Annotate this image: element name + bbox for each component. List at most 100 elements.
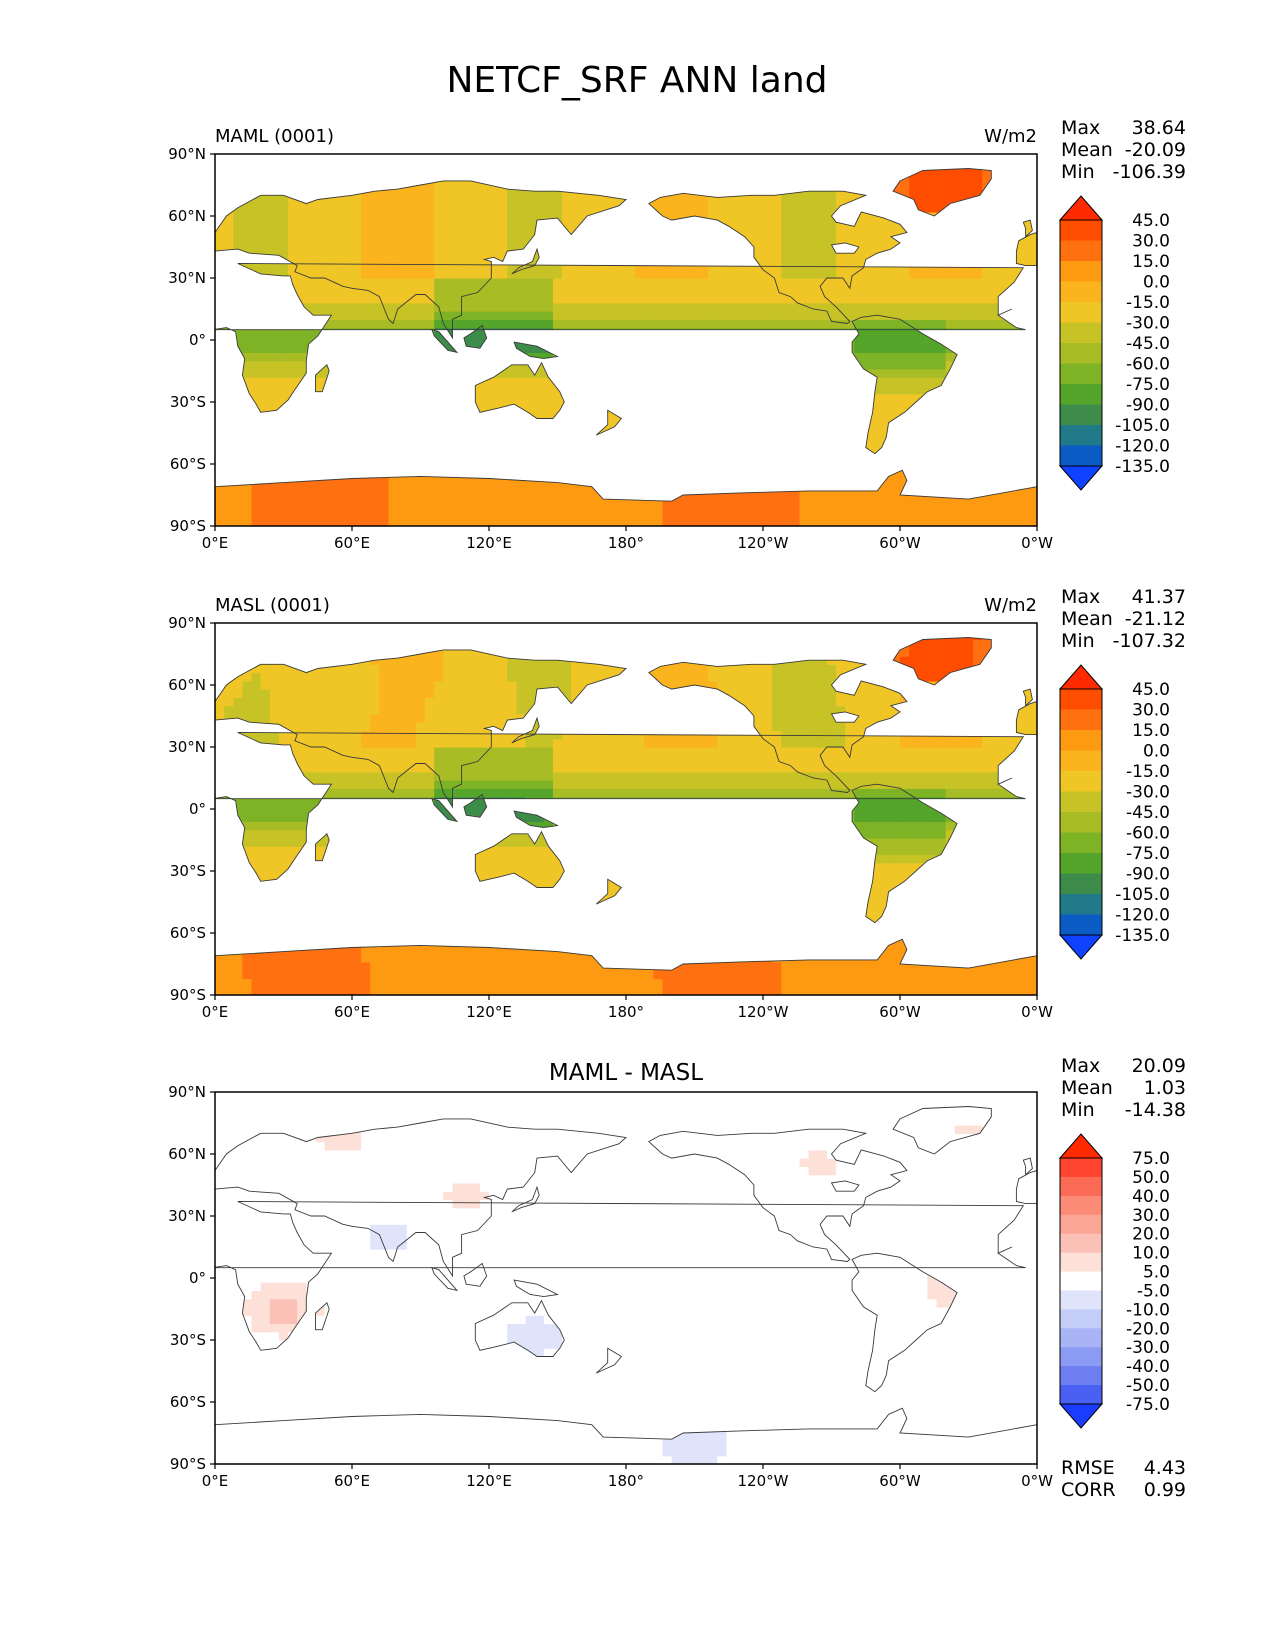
field-cell <box>662 443 673 453</box>
field-cell <box>607 443 618 453</box>
field-cell <box>826 170 837 180</box>
field-cell <box>498 154 508 163</box>
field-cell <box>215 722 225 732</box>
field-cell <box>671 459 682 469</box>
field-cell <box>982 203 992 213</box>
field-cell <box>662 509 673 519</box>
field-cell <box>973 302 983 312</box>
field-cell <box>269 517 280 526</box>
field-cell <box>845 244 855 254</box>
field-cell <box>315 813 326 822</box>
field-cell <box>306 837 317 847</box>
field-cell <box>443 484 454 494</box>
field-cell <box>397 311 408 320</box>
field-cell <box>306 978 317 988</box>
field-cell <box>379 187 390 196</box>
field-cell <box>689 492 700 502</box>
field-cell <box>552 203 563 213</box>
field-cell <box>817 311 828 320</box>
field-cell <box>580 178 591 188</box>
field-cell <box>425 517 435 526</box>
field-cell <box>836 319 846 329</box>
field-cell <box>352 780 362 789</box>
field-cell <box>790 294 801 304</box>
field-cell <box>872 509 883 519</box>
field-cell <box>288 813 298 822</box>
field-cell <box>224 705 234 715</box>
field-cell <box>306 170 317 180</box>
field-cell <box>662 476 673 486</box>
field-cell <box>744 278 755 287</box>
field-cell <box>881 228 892 238</box>
field-cell <box>717 393 728 403</box>
field-cell <box>945 244 956 254</box>
field-cell <box>772 484 782 494</box>
field-cell <box>470 294 481 304</box>
field-cell <box>443 203 454 213</box>
field-cell <box>680 178 691 188</box>
field-cell <box>297 228 307 238</box>
field-cell <box>954 492 965 502</box>
field-cell <box>379 203 390 213</box>
field-cell <box>388 178 399 188</box>
field-cell <box>434 294 444 304</box>
field-cell <box>808 228 819 238</box>
field-cell <box>854 476 865 486</box>
field-cell <box>215 937 225 946</box>
field-cell <box>799 261 810 271</box>
field-cell <box>598 517 609 526</box>
field-cell <box>927 476 938 486</box>
field-cell <box>598 377 609 387</box>
field-cell <box>845 385 855 395</box>
field-cell <box>288 302 298 312</box>
field-cell <box>324 821 335 831</box>
field-cell <box>352 294 362 304</box>
field-cell <box>242 393 253 403</box>
field-cell <box>808 154 819 163</box>
field-cell <box>653 509 664 519</box>
field-cell <box>726 352 737 362</box>
field-cell <box>224 796 234 806</box>
field-cell <box>297 426 307 436</box>
field-cell <box>324 220 335 229</box>
field-cell <box>489 154 499 163</box>
field-cell <box>580 377 591 387</box>
field-cell <box>269 879 280 889</box>
field-cell <box>269 244 280 254</box>
field-cell <box>516 302 527 312</box>
field-cell <box>927 484 938 494</box>
field-cell <box>342 278 353 287</box>
field-cell <box>662 352 673 362</box>
field-cell <box>224 730 234 740</box>
field-cell <box>552 410 563 420</box>
field-cell <box>973 236 983 246</box>
field-cell <box>269 631 280 641</box>
field-cell <box>863 492 874 502</box>
field-cell <box>342 501 353 511</box>
field-cell <box>352 912 362 922</box>
field-cell <box>790 451 801 461</box>
field-cell <box>315 509 326 519</box>
field-cell <box>717 517 728 526</box>
field-cell <box>324 846 335 856</box>
field-cell <box>406 360 417 370</box>
field-cell <box>781 261 791 271</box>
field-cell <box>817 385 828 395</box>
field-cell <box>507 410 517 420</box>
field-cell <box>717 402 728 411</box>
field-cell <box>991 154 1002 163</box>
field-cell <box>269 170 280 180</box>
field-cell <box>763 220 773 229</box>
field-cell <box>306 377 317 387</box>
field-cell <box>699 154 709 163</box>
field-cell <box>288 484 298 494</box>
field-cell <box>269 771 280 781</box>
field-cell <box>342 220 353 229</box>
field-cell <box>982 410 992 420</box>
field-cell <box>379 484 390 494</box>
field-cell <box>224 162 234 172</box>
field-cell <box>370 623 380 632</box>
field-cell <box>370 631 380 641</box>
field-cell <box>881 451 892 461</box>
field-cell <box>233 771 243 781</box>
